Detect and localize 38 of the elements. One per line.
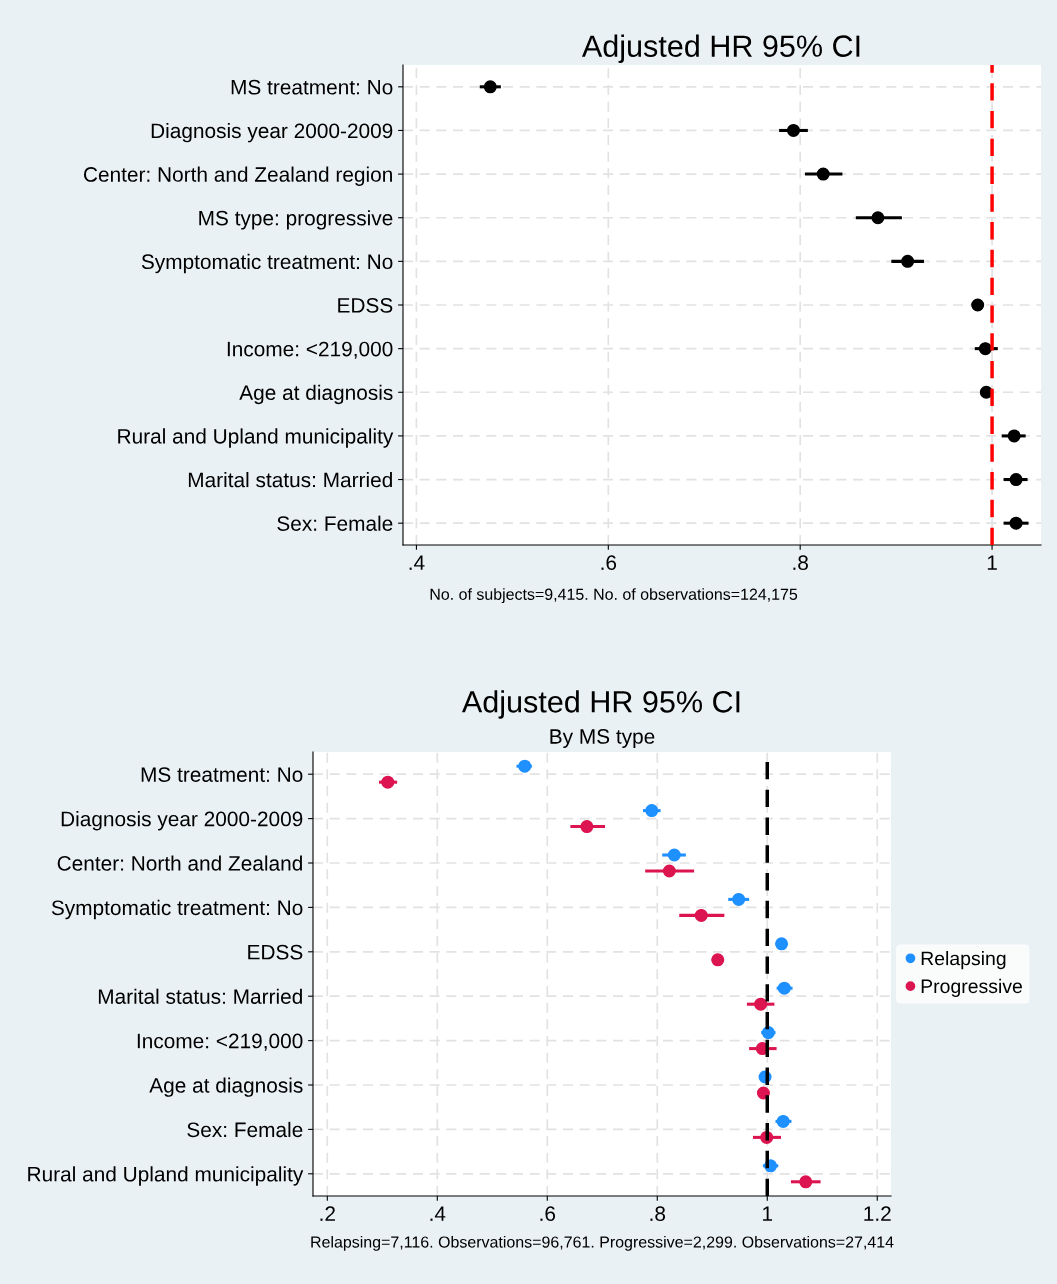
legend-label: Progressive	[921, 978, 1022, 997]
y-tick-label: Income: <219,000	[227, 341, 393, 359]
chart-title: Adjusted HR 95% CI	[581, 34, 860, 64]
x-tick-label: .8	[650, 1206, 666, 1222]
y-tick-label: Sex: Female	[187, 1121, 303, 1138]
y-tick-label: MS type: progressive	[199, 210, 393, 230]
y-tick-label: Center: North and Zealand	[57, 855, 302, 871]
x-tick-label: 1	[763, 1206, 773, 1221]
x-tick-label: 1	[987, 555, 997, 570]
x-tick-label: .4	[430, 1206, 446, 1221]
x-tick-label: .8	[793, 555, 808, 571]
text: Relapsing=7,116. Observations=96,761. Progressive=2,299. Observations=27,414	[311, 1235, 894, 1251]
chart-subtitle: By MS type	[550, 729, 655, 748]
text: No. of subjects=9,415. No. of observations=124,175	[430, 588, 798, 604]
x-tick-label: .4	[409, 555, 425, 570]
y-tick-label: Symptomatic treatment: No	[141, 253, 393, 274]
x-tick-label: 1.2	[864, 1206, 891, 1221]
y-tick-label: Marital status: Married	[188, 472, 392, 488]
y-tick-label: Sex: Female	[277, 515, 393, 531]
y-tick-label: Center: North and Zealand region	[83, 166, 392, 186]
y-tick-label: Age at diagnosis	[239, 384, 393, 405]
y-tick-label: MS treatment: No	[231, 79, 393, 95]
y-tick-label: EDSS	[338, 298, 393, 313]
y-tick-label: Diagnosis year 2000-2009	[151, 122, 393, 143]
y-tick-label: Income: <219,000	[137, 1033, 303, 1051]
x-tick-label: .2	[320, 1206, 335, 1221]
y-tick-label: Diagnosis year 2000-2009	[61, 811, 303, 831]
y-tick-label: Age at diagnosis	[149, 1077, 303, 1097]
y-tick-label: Symptomatic treatment: No	[51, 899, 303, 920]
x-tick-label: .6	[601, 555, 617, 571]
y-tick-label: Rural and Upland municipality	[28, 1166, 304, 1186]
y-tick-label: Rural and Upland municipality	[118, 428, 394, 448]
x-tick-label: .6	[540, 1206, 556, 1222]
y-tick-label: MS treatment: No	[141, 767, 303, 782]
y-tick-label: Marital status: Married	[98, 988, 302, 1004]
legend-label: Relapsing	[921, 951, 1006, 970]
chart-title: Adjusted HR 95% CI	[461, 690, 740, 719]
y-tick-label: EDSS	[248, 944, 303, 960]
